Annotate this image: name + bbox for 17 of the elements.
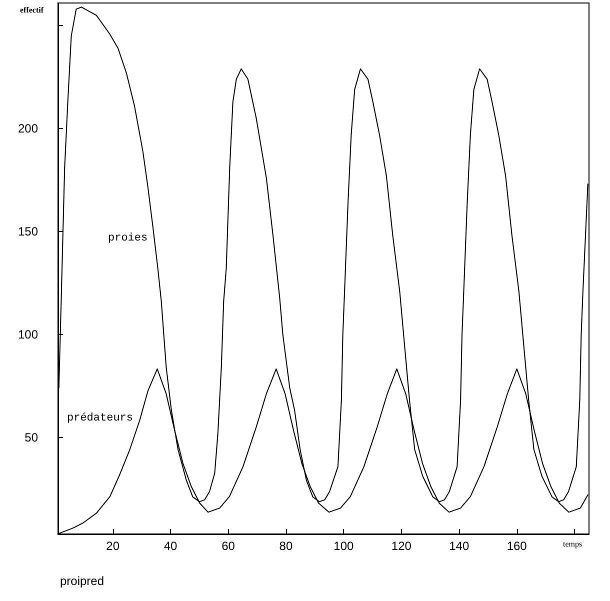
text: proipred [60,574,104,588]
y-tick-label: 100 [18,327,38,342]
x-tick-label: 20 [106,539,120,553]
series-label: prédateurs [67,412,134,424]
x-tick-label: 140 [449,539,470,553]
x-tick-label: 120 [391,539,412,553]
y-tick-label: 50 [24,430,38,444]
y-axis-title: effectif [20,6,44,14]
x-tick-label: 80 [279,539,293,553]
series-label: proies [108,232,148,244]
y-tick-label: 200 [18,122,38,136]
y-tick-label: 150 [18,224,38,238]
x-axis-title: temps [563,540,582,548]
x-tick-label: 100 [334,539,354,553]
x-tick-label: 60 [222,539,236,553]
x-tick-label: 40 [164,539,178,553]
x-tick-label: 160 [506,539,528,553]
